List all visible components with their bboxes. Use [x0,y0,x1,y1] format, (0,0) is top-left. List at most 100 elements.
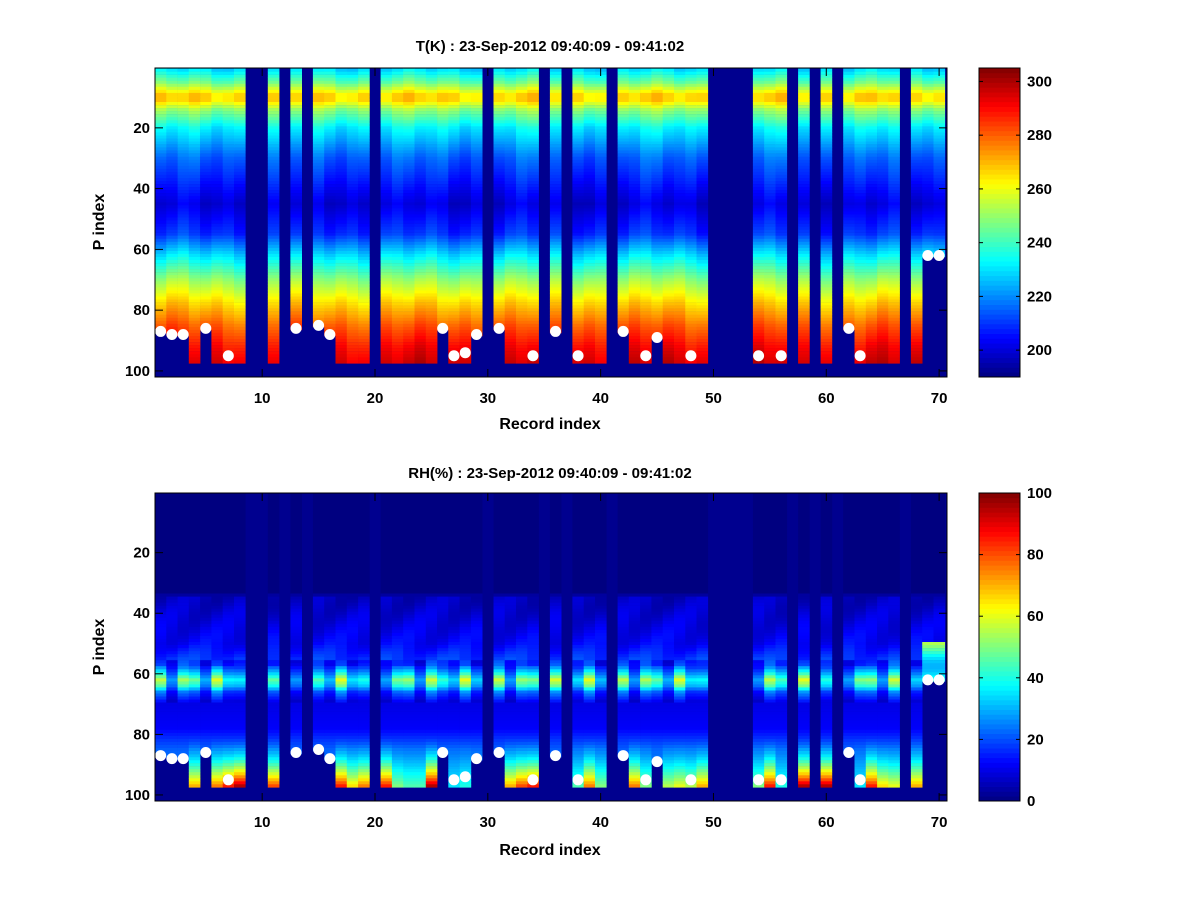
heatmap-cell [685,284,697,287]
heatmap-cell [618,136,630,139]
heatmap-cell [223,312,235,315]
heatmap-cell [234,263,246,266]
heatmap-cell [572,278,584,281]
heatmap-cell [685,211,697,214]
heatmap-cell [877,284,889,287]
heatmap-cell [166,145,178,148]
heatmap-cell [764,126,776,129]
heatmap-cell [358,309,370,312]
heatmap-cell [290,163,302,166]
heatmap-cell [268,169,280,172]
heatmap-cell [392,242,404,245]
heatmap-cell [877,169,889,172]
heatmap-cell [178,239,190,242]
heatmap-cell [764,360,776,363]
heatmap-cell [934,227,946,230]
heatmap-cell [211,151,223,154]
heatmap-cell [618,123,630,126]
heatmap-cell [381,342,393,345]
heatmap-cell [753,72,765,75]
heatmap-cell [764,142,776,145]
heatmap-cell [313,136,325,139]
heatmap-cell [268,269,280,272]
heatmap-cell [674,193,686,196]
heatmap-cell [155,290,167,293]
heatmap-cell [415,78,427,81]
heatmap-cell [584,199,596,202]
heatmap-cell [189,266,201,269]
heatmap-cell [166,154,178,157]
heatmap-cell [358,333,370,336]
heatmap-cell [336,148,348,151]
heatmap-cell [550,181,562,184]
heatmap-cell [448,72,460,75]
heatmap-cell [798,175,810,178]
heatmap-cell [381,99,393,102]
heatmap-cell [584,105,596,108]
heatmap-cell [223,114,235,117]
heatmap-cell [290,154,302,157]
heatmap-cell [189,324,201,327]
heatmap-cell [572,230,584,233]
heatmap-cell [381,275,393,278]
heatmap-cell [663,266,675,269]
heatmap-cell [629,351,641,354]
heatmap-cell [527,102,539,105]
heatmap-cell [640,290,652,293]
heatmap-cell [415,218,427,221]
heatmap-cell [155,233,167,236]
heatmap-cell [471,303,483,306]
heatmap-cell [347,272,359,275]
heatmap-cell [888,260,900,263]
heatmap-cell [437,211,449,214]
heatmap-cell [381,281,393,284]
heatmap-cell [324,136,336,139]
heatmap-cell [189,221,201,224]
heatmap-cell [764,278,776,281]
heatmap-cell [324,166,336,169]
heatmap-cell [268,208,280,211]
heatmap-cell [460,306,472,309]
heatmap-cell [911,324,923,327]
heatmap-cell [911,254,923,257]
heatmap-cell [595,284,607,287]
heatmap-cell [392,72,404,75]
heatmap-cell [516,251,528,254]
heatmap-cell [618,239,630,242]
heatmap-cell [516,333,528,336]
heatmap-cell [290,281,302,284]
heatmap-cell [336,187,348,190]
heatmap-cell [358,275,370,278]
heatmap-cell [697,242,709,245]
heatmap-cell [640,202,652,205]
heatmap-cell [166,96,178,99]
heatmap-cell [764,354,776,357]
heatmap-cell [471,239,483,242]
heatmap-cell [584,306,596,309]
heatmap-cell [753,300,765,303]
surface-marker [618,326,629,337]
heatmap-cell [855,321,867,324]
heatmap-cell [516,151,528,154]
heatmap-cell [697,357,709,360]
heatmap-cell [494,166,506,169]
heatmap-cell [336,306,348,309]
heatmap-cell [178,233,190,236]
heatmap-cell [618,166,630,169]
heatmap-cell [223,303,235,306]
heatmap-cell [651,318,663,321]
heatmap-cell [415,160,427,163]
heatmap-cell [911,227,923,230]
heatmap-cell [764,172,776,175]
heatmap-cell [674,330,686,333]
heatmap-cell [460,218,472,221]
heatmap-cell [234,208,246,211]
heatmap-cell [911,339,923,342]
heatmap-cell [663,139,675,142]
heatmap-cell [753,157,765,160]
heatmap-cell [223,154,235,157]
heatmap-cell [911,75,923,78]
heatmap-cell [155,254,167,257]
heatmap-cell [877,105,889,108]
heatmap-cell [821,218,833,221]
